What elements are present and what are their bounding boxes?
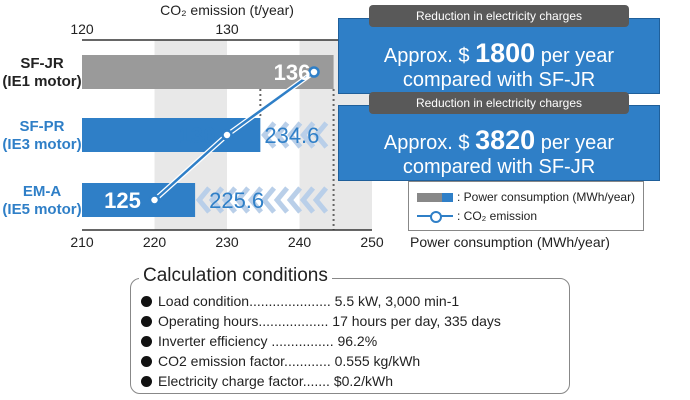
bullet-icon: [141, 356, 152, 367]
category-label: SF-JR: [20, 55, 64, 72]
co2-value-label: 130: [179, 123, 216, 148]
callout-prefix: Approx. $: [383, 45, 476, 67]
callout-prefix: Approx. $: [383, 132, 476, 154]
reduction-chevron: [312, 186, 329, 214]
top-axis-title: CO₂ emission (t/year): [160, 2, 294, 18]
condition-item: Electricity charge factor....... $0.2/kW…: [141, 373, 393, 389]
callout-suffix: per year: [535, 45, 615, 67]
reduction-chevron: [261, 121, 277, 149]
bottom-tick-label: 250: [360, 234, 384, 250]
category-label: (IE5 motor): [2, 201, 81, 218]
callout-suffix: per year: [535, 132, 615, 154]
power-bar: [82, 183, 196, 217]
reduction-chevron: [287, 121, 303, 149]
reduction-chevron: [273, 186, 290, 214]
callout-title: Reduction in electricity charges: [369, 92, 629, 114]
reduction-chevron: [195, 186, 212, 214]
bottom-tick-label: 220: [143, 234, 167, 250]
reduction-chevron: [286, 186, 303, 214]
reduction-chevron: [208, 186, 225, 214]
co2-value-label: 125: [104, 188, 141, 213]
co2-point: [308, 66, 320, 78]
reduction-chevron: [221, 186, 238, 214]
bullet-icon: [141, 316, 152, 327]
calculation-conditions: Calculation conditions Load condition...…: [130, 265, 570, 394]
bullet-icon: [141, 336, 152, 347]
callout-comparison: compared with SF-JR: [402, 156, 596, 178]
reduction-chevron: [260, 186, 277, 214]
bullet-icon: [141, 376, 152, 387]
condition-item: Load condition..................... 5.5 …: [141, 293, 459, 309]
callout-em-a: Reduction in electricity charges Approx.…: [338, 92, 660, 181]
co2-point: [221, 129, 233, 141]
bottom-tick-label: 210: [70, 234, 94, 250]
bottom-tick-label: 230: [215, 234, 239, 250]
savings-amount: 3820: [475, 125, 536, 155]
top-tick-label: 120: [70, 21, 94, 37]
condition-item: Inverter efficiency ................ 96.…: [141, 333, 377, 349]
condition-item: CO2 emission factor............ 0.555 kg…: [141, 353, 420, 369]
legend-bar-swatch: [417, 192, 453, 202]
conditions-title: Calculation conditions: [139, 265, 332, 287]
bottom-tick-label: 240: [288, 234, 312, 250]
bottom-axis-title: Power consumption (MWh/year): [410, 234, 610, 250]
legend: : Power consumption (MWh/year) : CO₂ emi…: [408, 181, 644, 231]
reduction-chevron: [313, 121, 329, 149]
callout-title: Reduction in electricity charges: [369, 5, 629, 27]
legend-line-swatch: [417, 208, 453, 224]
power-bar: [82, 55, 334, 89]
callout-comparison: compared with SF-JR: [402, 69, 596, 91]
top-tick-label: 130: [215, 21, 239, 37]
bullet-icon: [141, 296, 152, 307]
reduction-chevron: [247, 186, 264, 214]
category-label: SF-PR: [20, 118, 65, 135]
category-label: (IE3 motor): [2, 136, 81, 153]
category-label: EM-A: [23, 183, 61, 200]
power-value-label: 234.6: [264, 123, 319, 148]
power-value-label: 225.6: [209, 188, 264, 213]
reduction-chevron: [299, 186, 316, 214]
callout-sf-pr: Reduction in electricity charges Approx.…: [338, 5, 660, 94]
condition-item: Operating hours.................. 17 hou…: [141, 313, 501, 329]
savings-amount: 1800: [475, 38, 536, 68]
reduction-chevron: [274, 121, 290, 149]
category-label: (IE1 motor): [2, 73, 81, 90]
reduction-chevron: [300, 121, 316, 149]
legend-line-label: : CO₂ emission: [457, 209, 538, 223]
reduction-chevron: [234, 186, 251, 214]
co2-value-label: 136: [274, 60, 311, 85]
co2-point: [148, 194, 161, 206]
power-bar: [82, 118, 261, 152]
legend-bar-label: : Power consumption (MWh/year): [457, 190, 636, 204]
